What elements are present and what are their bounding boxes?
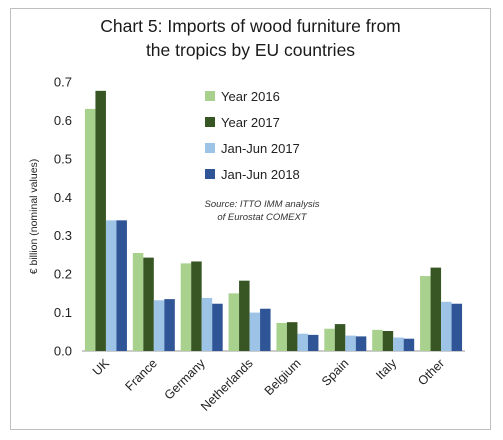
legend-swatch: [205, 169, 215, 179]
bar: [84, 108, 96, 352]
bar: [95, 90, 106, 352]
source-annotation-line-2: of Eurostat COMEXT: [217, 212, 307, 223]
bar: [430, 267, 442, 351]
legend-swatch: [205, 117, 215, 127]
bar: [180, 263, 192, 351]
x-tick-label: Netherlands: [198, 356, 256, 414]
bar: [420, 276, 431, 351]
bar: [116, 220, 127, 351]
x-tick-label: Germany: [162, 356, 209, 403]
bar: [276, 322, 287, 351]
bar: [191, 261, 202, 351]
bar: [260, 308, 271, 351]
y-tick-label: 0.7: [54, 75, 72, 90]
bar: [441, 301, 452, 351]
bars: [84, 90, 463, 352]
bar: [228, 293, 240, 351]
y-tick-label: 0.4: [54, 190, 72, 205]
chart-title-line-1: Chart 5: Imports of wood furniture from: [100, 16, 401, 36]
y-tick-label: 0.2: [54, 267, 72, 282]
y-tick-label: 0.5: [54, 151, 72, 166]
bar: [239, 280, 250, 351]
legend-label: Jan-Jun 2018: [221, 167, 300, 182]
chart-title: Chart 5: Imports of wood furniture from …: [10, 14, 491, 62]
bar: [297, 333, 308, 351]
legend-label: Year 2016: [221, 89, 280, 104]
bar: [324, 328, 335, 351]
y-tick-label: 0.0: [54, 344, 72, 359]
x-tick-label: Spain: [319, 356, 352, 389]
bar: [382, 331, 394, 351]
bar: [212, 303, 223, 351]
bar: [249, 312, 261, 351]
bar: [355, 336, 367, 351]
bar: [143, 257, 154, 351]
bar: [105, 220, 117, 351]
x-tick-label: UK: [90, 356, 113, 379]
bar: [345, 335, 356, 351]
bar: [164, 299, 175, 351]
legend-swatch: [205, 91, 215, 101]
y-tick-label: 0.6: [54, 113, 72, 128]
bar: [393, 337, 404, 351]
y-axis-label: € billion (nominal values): [28, 159, 40, 275]
bar: [403, 338, 415, 351]
y-axis-ticks: 0.0 0.1 0.2 0.3 0.4 0.5 0.6 0.7: [54, 75, 72, 359]
source-annotation-line-1: Source: ITTO IMM analysis: [205, 199, 320, 210]
legend-label: Jan-Jun 2017: [221, 141, 300, 156]
bar: [153, 300, 165, 351]
legend-label: Year 2017: [221, 115, 280, 130]
legend: Year 2016 Year 2017 Jan-Jun 2017 Jan-Jun 20…: [205, 89, 300, 182]
x-tick-label: Italy: [373, 356, 400, 383]
legend-swatch: [205, 143, 215, 153]
bar: [451, 303, 463, 351]
chart-title-line-2: the tropics by EU countries: [145, 40, 356, 60]
bar: [201, 297, 213, 351]
y-tick-label: 0.3: [54, 228, 72, 243]
bar: [132, 253, 144, 351]
bar: [286, 322, 298, 351]
bar: [334, 324, 346, 351]
x-tick-label: Other: [415, 356, 447, 388]
bar: [307, 334, 319, 351]
y-tick-label: 0.1: [54, 305, 72, 320]
x-tick-label: Belgium: [262, 356, 304, 398]
bar: [372, 329, 383, 351]
x-tick-label: France: [123, 356, 160, 393]
